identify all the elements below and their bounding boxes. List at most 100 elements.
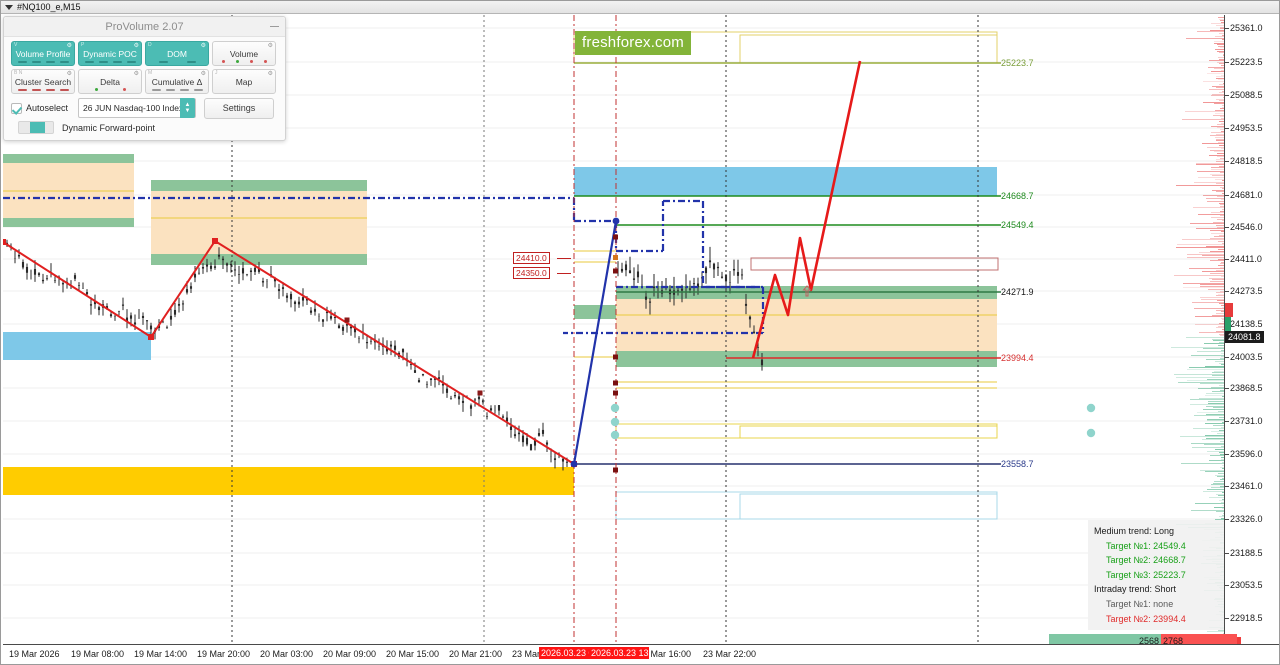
gear-icon[interactable]: ⚙ [267, 71, 273, 77]
volume-profile-bar [1208, 289, 1224, 290]
volume-profile-bar [1218, 234, 1224, 236]
volume-profile-bar [1222, 105, 1224, 106]
status-dash [59, 60, 69, 63]
price-scale-ask-block [1225, 303, 1233, 317]
status-dot [94, 88, 98, 91]
provolume-button-label: Dynamic POC [83, 48, 137, 59]
volume-profile-bar [1215, 36, 1224, 38]
price-tick-label: 24138.5 [1230, 319, 1263, 329]
minimize-icon[interactable] [270, 26, 279, 27]
volume-profile-bar [1222, 633, 1224, 634]
spinner-up-icon[interactable]: ▲ [184, 102, 191, 108]
volume-profile-bar [1218, 33, 1224, 34]
volume-profile-bar [1194, 181, 1224, 183]
provolume-button-dynamic-poc[interactable]: P ⚙ Dynamic POC [78, 41, 142, 66]
volume-profile-bar [1211, 169, 1224, 170]
volume-profile-bar [1195, 324, 1224, 326]
volume-profile-bar [1216, 156, 1224, 158]
volume-profile-bar [1215, 330, 1224, 332]
provolume-button-cumulative[interactable]: M ⚙ Cumulative Δ [145, 69, 209, 94]
provolume-button-volume[interactable]: ⚙ Volume [212, 41, 276, 66]
provolume-button-map[interactable]: J ⚙ Map [212, 69, 276, 94]
status-dot [235, 60, 239, 63]
provolume-button-delta[interactable]: ⚙ Delta [78, 69, 142, 94]
price-tick-label: 23868.5 [1230, 383, 1263, 393]
zigzag-node [3, 239, 6, 245]
volume-profile-bar [1213, 425, 1224, 426]
volume-profile-bar [1190, 223, 1224, 225]
volume-profile-bar [1204, 444, 1224, 446]
provolume-button-label: Map [235, 76, 253, 87]
volume-profile-bar [1200, 383, 1224, 385]
chart-plot-area[interactable] [3, 15, 1224, 646]
hotkey-hint: B N [14, 70, 23, 76]
symbol-combobox[interactable]: 26 JUN Nasdaq-100 Index ▲ ▼ [78, 98, 197, 118]
volume-profile-bar [1197, 170, 1224, 172]
pivot-dot [613, 268, 618, 274]
volume-profile-bar [1186, 369, 1224, 370]
volume-profile-bar [1221, 148, 1224, 150]
provolume-button-label: Cumulative Δ [151, 76, 203, 87]
volume-profile-bar [1219, 341, 1224, 343]
gear-icon[interactable]: ⚙ [133, 71, 139, 77]
volume-profile-bar [1200, 297, 1224, 298]
volume-profile-bar [1202, 81, 1224, 82]
volume-profile-bar [1219, 205, 1224, 207]
volume-profile-bar [1218, 325, 1224, 327]
autoselect-checkbox[interactable] [11, 102, 22, 114]
provolume-button-dom[interactable]: D ⚙ DOM [145, 41, 209, 66]
price-axis[interactable]: 25361.0 25223.5 25088.5 24953.5 24818.5 24681… [1224, 15, 1279, 655]
symbol-spinner[interactable]: ▲ ▼ [180, 98, 196, 118]
volume-profile-bar [1221, 501, 1224, 503]
volume-profile-bar [1193, 428, 1224, 430]
volume-profile-bar [1210, 431, 1224, 433]
provolume-button-cluster-search[interactable]: B N ⚙ Cluster Search [11, 69, 75, 94]
yellow-band-bottom [3, 467, 574, 495]
gear-icon[interactable]: ⚙ [267, 43, 273, 49]
volume-profile-bar [1216, 327, 1224, 329]
volume-profile-bar [1219, 28, 1224, 30]
up-arrow-icon [802, 285, 812, 297]
volume-profile-bar [1214, 236, 1224, 238]
volume-profile-bar [1210, 167, 1224, 169]
volume-profile-bar [1221, 514, 1224, 516]
price-tick-label: 24953.5 [1230, 123, 1263, 133]
status-dash [193, 88, 203, 91]
volume-profile-bar [1221, 180, 1224, 182]
volume-profile-bar [1210, 132, 1224, 134]
gear-icon[interactable]: ⚙ [66, 71, 72, 77]
gear-icon[interactable]: ⚙ [200, 43, 206, 49]
order-price-box[interactable]: 24410.0 [513, 252, 550, 264]
dynamic-forward-point-toggle[interactable] [18, 121, 54, 134]
volume-profile-bar [1202, 271, 1224, 273]
status-dash [112, 60, 122, 63]
volume-profile-bar [1177, 381, 1224, 383]
provolume-button-volume-profile[interactable]: V ⚙ Volume Profile [11, 41, 75, 66]
price-tick-mark [1225, 28, 1229, 29]
order-price-box[interactable]: 24350.0 [513, 267, 550, 279]
status-dash [84, 60, 94, 63]
status-dot [263, 60, 267, 63]
volume-profile-bar [1221, 319, 1224, 321]
olive-box-top2 [739, 34, 998, 64]
gear-icon[interactable]: ⚙ [200, 71, 206, 77]
gear-icon[interactable]: ⚙ [66, 43, 72, 49]
sell-volume: 2768 [1161, 634, 1237, 647]
volume-profile-bar [1211, 484, 1224, 486]
settings-button[interactable]: Settings [204, 97, 275, 119]
triangle-down-icon[interactable] [5, 4, 13, 10]
status-dash [98, 60, 108, 63]
volume-profile-bar [1218, 452, 1224, 454]
volume-profile-bar [1220, 129, 1224, 130]
volume-profile-bar [1220, 453, 1224, 455]
cyan-marker-dot [1086, 403, 1096, 413]
price-tick-label: 22918.5 [1230, 613, 1263, 623]
status-dash [45, 60, 55, 63]
volume-profile-bar [1215, 493, 1224, 495]
time-axis[interactable]: 19 Mar 2026 19 Mar 08:00 19 Mar 14:00 19 Ma… [3, 644, 1279, 664]
gear-icon[interactable]: ⚙ [133, 43, 139, 49]
volume-profile-bar [1216, 98, 1224, 100]
hotkey-hint: P [81, 42, 85, 48]
spinner-down-icon[interactable]: ▼ [184, 108, 191, 114]
provolume-panel[interactable]: ProVolume 2.07 V ⚙ Volume Profile P ⚙ Dynamic… [3, 16, 286, 141]
